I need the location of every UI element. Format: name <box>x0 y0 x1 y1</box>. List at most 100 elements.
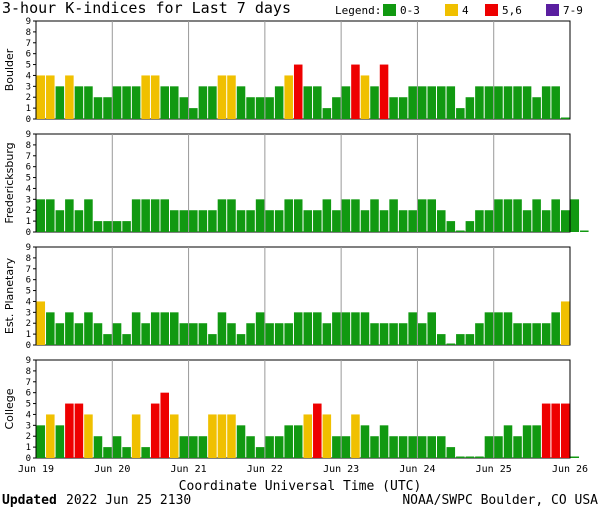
k-index-bar <box>208 414 217 458</box>
k-index-bar <box>93 97 103 119</box>
k-index-bar <box>131 199 141 232</box>
k-index-bar <box>227 75 236 119</box>
x-tick-label: Jun 22 <box>247 464 283 475</box>
y-tick-label: 1 <box>26 104 31 114</box>
k-index-bar <box>379 64 389 119</box>
y-tick-label: 8 <box>26 28 31 38</box>
k-index-bar <box>437 210 446 232</box>
k-index-bar <box>456 456 465 458</box>
k-index-bar <box>303 414 313 458</box>
k-index-bar <box>179 323 189 345</box>
k-index-bar <box>341 436 351 458</box>
x-tick-label: Jun 25 <box>476 464 512 475</box>
k-index-bar <box>360 210 370 232</box>
k-index-bar <box>55 425 65 458</box>
y-tick-label: 6 <box>26 276 31 286</box>
k-index-bar <box>417 199 427 232</box>
y-tick-label: 4 <box>26 71 31 81</box>
k-index-bar <box>198 436 208 458</box>
k-index-bar <box>494 312 503 345</box>
k-index-bar <box>179 436 189 458</box>
k-index-bar <box>46 199 55 232</box>
k-index-bar <box>513 86 522 119</box>
k-index-bar <box>36 425 46 458</box>
updated-timestamp: 2022 Jun 25 2130 <box>66 493 191 508</box>
k-index-bar <box>189 108 198 119</box>
k-index-bar <box>141 75 150 119</box>
k-index-bar <box>560 210 570 232</box>
k-index-bar <box>265 210 274 232</box>
k-index-bar <box>532 97 541 119</box>
y-tick-label: 0 <box>26 454 31 464</box>
y-tick-label: 2 <box>26 432 31 442</box>
k-index-bar <box>189 210 198 232</box>
k-index-bar <box>303 312 313 345</box>
k-index-bar <box>208 210 217 232</box>
k-index-bar <box>389 199 398 232</box>
k-index-bar <box>313 312 322 345</box>
y-tick-label: 5 <box>26 174 31 184</box>
k-index-bar <box>274 323 284 345</box>
k-index-bar <box>103 334 112 345</box>
x-tick-label: Jun 23 <box>323 464 359 475</box>
y-tick-label: 6 <box>26 389 31 399</box>
k-index-bar <box>141 323 150 345</box>
k-index-bar <box>36 301 46 345</box>
k-index-bar <box>475 86 484 119</box>
k-index-bar <box>408 312 417 345</box>
k-index-bar <box>179 97 189 119</box>
k-index-bar <box>313 86 322 119</box>
k-index-bar <box>437 334 446 345</box>
legend-label-severe: 7-9 <box>563 4 583 17</box>
k-index-bar <box>551 312 560 345</box>
k-index-bar <box>551 403 560 458</box>
k-index-bar <box>274 86 284 119</box>
k-index-bar <box>217 414 227 458</box>
k-index-bar <box>465 334 475 345</box>
k-index-bar <box>417 86 427 119</box>
y-tick-label: 5 <box>26 400 31 410</box>
k-index-bar <box>475 456 484 458</box>
k-index-bar <box>456 334 465 345</box>
k-index-bar <box>379 425 389 458</box>
k-index-bar <box>284 75 293 119</box>
k-index-bar <box>379 323 389 345</box>
k-index-bar <box>103 221 112 232</box>
k-index-bar <box>532 425 541 458</box>
k-index-bar <box>93 221 103 232</box>
k-index-bar <box>351 414 360 458</box>
credit-text: NOAA/SWPC Boulder, CO USA <box>402 493 598 508</box>
k-index-bar <box>503 199 513 232</box>
k-index-bar <box>541 86 551 119</box>
k-index-bar <box>437 436 446 458</box>
k-index-bar <box>150 199 160 232</box>
k-index-bar <box>84 199 93 232</box>
k-index-bar <box>55 323 65 345</box>
chart-title: 3-hour K-indices for Last 7 days <box>2 0 291 17</box>
k-index-bar <box>456 230 465 232</box>
k-index-bar <box>122 86 131 119</box>
k-index-bar <box>198 323 208 345</box>
k-index-bar <box>351 199 360 232</box>
k-index-bar <box>484 210 494 232</box>
k-index-bar <box>246 436 255 458</box>
k-index-bar <box>150 312 160 345</box>
k-index-bar <box>93 323 103 345</box>
k-index-bar <box>332 312 341 345</box>
legend-label-storm: 5,6 <box>502 4 522 17</box>
y-tick-label: 0 <box>26 115 31 125</box>
x-tick-label: Jun 20 <box>94 464 130 475</box>
legend-swatch-storm <box>485 4 498 16</box>
k-index-bar <box>465 456 475 458</box>
legend-swatch-quiet <box>383 4 396 16</box>
k-index-bar <box>360 75 370 119</box>
k-index-bar <box>513 323 522 345</box>
k-index-bar <box>427 436 436 458</box>
k-index-bar <box>465 97 475 119</box>
k-index-bar <box>265 436 274 458</box>
k-index-bar <box>255 312 265 345</box>
